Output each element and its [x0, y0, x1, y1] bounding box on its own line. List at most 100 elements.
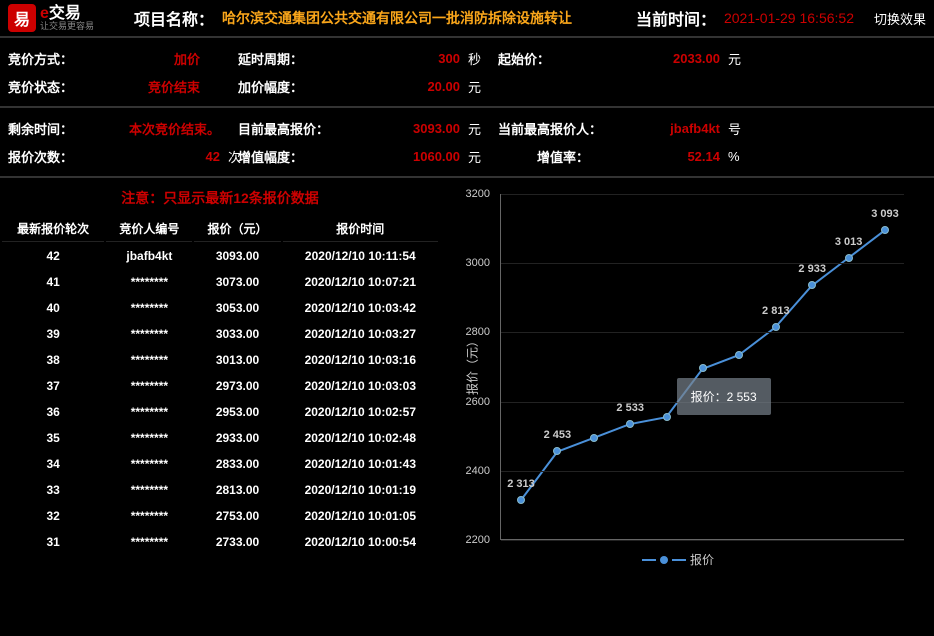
start-price-value: 2033.00 [578, 51, 728, 66]
bid-table: 最新报价轮次竞价人编号报价（元）报价时间 42jbafb4kt3093.0020… [0, 214, 440, 556]
logo-icon: 易 [8, 4, 36, 32]
delay-label: 延时周期： [238, 49, 358, 68]
bid-count-value: 42 [98, 149, 228, 164]
table-cell: ******** [106, 296, 192, 320]
chart-tooltip: 报价：2 553 [677, 378, 771, 415]
table-cell: 2953.00 [194, 400, 280, 424]
info-block-2: 剩余时间： 本次竞价结束。 目前最高报价： 3093.00 元 当前最高报价人：… [0, 108, 934, 178]
table-cell: 33 [2, 478, 104, 502]
table-row: 36********2953.002020/12/10 10:02:57 [2, 400, 438, 424]
table-cell: 2020/12/10 10:00:54 [283, 530, 438, 554]
table-cell: ******** [106, 270, 192, 294]
chart-point-label: 3 093 [871, 208, 899, 220]
chart-point[interactable] [845, 254, 853, 262]
chart-point[interactable] [881, 226, 889, 234]
table-cell: ******** [106, 348, 192, 372]
table-cell: 2933.00 [194, 426, 280, 450]
table-cell: 34 [2, 452, 104, 476]
delay-unit: 秒 [468, 49, 498, 68]
current-time-label: 当前时间： [636, 6, 716, 30]
increment-label: 加价幅度： [238, 77, 358, 96]
chart-y-label: 报价（元） [464, 335, 481, 395]
chart-panel: 报价（元） 220024002600280030003200 2 3132 45… [440, 182, 934, 570]
table-cell: 40 [2, 296, 104, 320]
table-cell: 2833.00 [194, 452, 280, 476]
table-cell: 2020/12/10 10:07:21 [283, 270, 438, 294]
chart-point[interactable] [517, 496, 525, 504]
chart-point[interactable] [699, 364, 707, 372]
table-cell: 2973.00 [194, 374, 280, 398]
status-label: 竞价状态： [8, 77, 98, 96]
chart-point[interactable] [808, 281, 816, 289]
rate-label: 增值率： [498, 147, 628, 166]
table-row: 37********2973.002020/12/10 10:03:03 [2, 374, 438, 398]
y-tick: 2200 [466, 534, 490, 546]
chart-point[interactable] [626, 420, 634, 428]
chart-point[interactable] [772, 323, 780, 331]
bid-chart: 报价（元） 220024002600280030003200 2 3132 45… [448, 190, 908, 570]
table-row: 33********2813.002020/12/10 10:01:19 [2, 478, 438, 502]
add-value-unit: 元 [468, 147, 498, 166]
current-time: 2021-01-29 16:56:52 [724, 10, 854, 26]
chart-point-label: 2 533 [616, 402, 644, 414]
chart-point[interactable] [590, 434, 598, 442]
table-header: 竞价人编号 [106, 216, 192, 242]
table-row: 38********3013.002020/12/10 10:03:16 [2, 348, 438, 372]
y-tick: 3200 [466, 188, 490, 200]
header: 易 e交易 让交易更容易 项目名称： 哈尔滨交通集团公共交通有限公司一批消防拆除… [0, 0, 934, 38]
table-cell: 2813.00 [194, 478, 280, 502]
chart-point[interactable] [553, 447, 561, 455]
table-cell: 38 [2, 348, 104, 372]
start-price-unit: 元 [728, 49, 758, 68]
start-price-label: 起始价： [498, 49, 578, 68]
chart-point[interactable] [663, 413, 671, 421]
max-bid-value: 3093.00 [358, 121, 468, 136]
table-row: 42jbafb4kt3093.002020/12/10 10:11:54 [2, 244, 438, 268]
remain-value: 本次竞价结束。 [98, 119, 228, 138]
table-cell: 2020/12/10 10:02:57 [283, 400, 438, 424]
chart-point-label: 2 933 [798, 263, 826, 275]
bid-method-label: 竞价方式： [8, 49, 98, 68]
table-row: 34********2833.002020/12/10 10:01:43 [2, 452, 438, 476]
increment-unit: 元 [468, 77, 498, 96]
table-row: 35********2933.002020/12/10 10:02:48 [2, 426, 438, 450]
table-cell: 36 [2, 400, 104, 424]
y-tick: 3000 [466, 257, 490, 269]
increment-value: 20.00 [358, 79, 468, 94]
table-cell: ******** [106, 478, 192, 502]
table-cell: 2733.00 [194, 530, 280, 554]
remain-label: 剩余时间： [8, 119, 98, 138]
table-cell: 3053.00 [194, 296, 280, 320]
logo: 易 e交易 让交易更容易 [8, 4, 94, 32]
add-value-value: 1060.00 [358, 149, 468, 164]
delay-value: 300 [358, 51, 468, 66]
table-cell: 32 [2, 504, 104, 528]
table-cell: 3093.00 [194, 244, 280, 268]
chart-legend: 报价 [642, 551, 714, 568]
table-cell: ******** [106, 530, 192, 554]
table-cell: 39 [2, 322, 104, 346]
rate-unit: % [728, 149, 758, 164]
max-bidder-unit: 号 [728, 119, 758, 138]
logo-subtitle: 让交易更容易 [40, 22, 94, 31]
table-cell: ******** [106, 426, 192, 450]
table-notice: 注意：只显示最新12条报价数据 [0, 182, 440, 214]
table-row: 32********2753.002020/12/10 10:01:05 [2, 504, 438, 528]
max-bidder-label: 当前最高报价人： [498, 119, 628, 138]
bid-method-value: 加价 [98, 49, 208, 68]
table-cell: 2753.00 [194, 504, 280, 528]
table-row: 39********3033.002020/12/10 10:03:27 [2, 322, 438, 346]
table-header: 报价（元） [194, 216, 280, 242]
bid-count-label: 报价次数： [8, 147, 98, 166]
table-cell: 2020/12/10 10:03:42 [283, 296, 438, 320]
table-cell: 31 [2, 530, 104, 554]
legend-label: 报价 [690, 551, 714, 568]
table-cell: ******** [106, 504, 192, 528]
max-bidder-value: jbafb4kt [628, 121, 728, 136]
table-cell: 3073.00 [194, 270, 280, 294]
chart-point[interactable] [735, 351, 743, 359]
chart-point-label: 2 453 [544, 429, 572, 441]
switch-effect-button[interactable]: 切换效果 [874, 9, 926, 28]
table-cell: jbafb4kt [106, 244, 192, 268]
table-cell: 3013.00 [194, 348, 280, 372]
